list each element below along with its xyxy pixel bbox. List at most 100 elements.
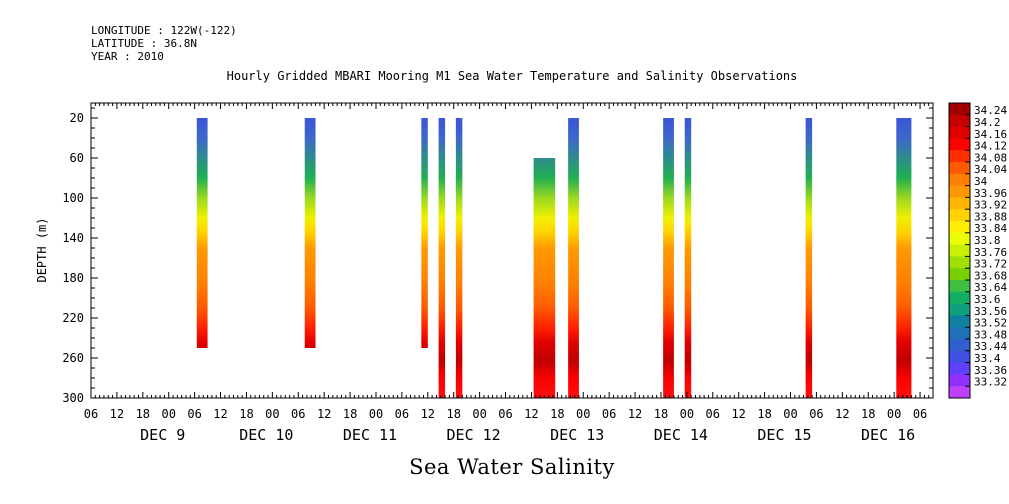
colorbar-swatch	[949, 327, 970, 340]
colorbar-swatch	[949, 103, 970, 116]
x-tick-label: 12	[835, 407, 849, 421]
profile-bar	[663, 118, 674, 398]
colorbar-swatch	[949, 339, 970, 352]
colorbar-label: 34.08	[974, 151, 1007, 164]
x-tick-label: 00	[265, 407, 279, 421]
x-tick-label: 12	[421, 407, 435, 421]
colorbar-swatch	[949, 280, 970, 293]
x-tick-label: 06	[602, 407, 616, 421]
colorbar-swatch	[949, 256, 970, 269]
day-label: DEC 11	[343, 426, 397, 444]
colorbar-swatch	[949, 244, 970, 257]
colorbar-swatch	[949, 291, 970, 305]
x-ticks: 06 12 18 00 06 12 18 00 06 12 18 00 06 12 18 00 06 12 18 00…	[84, 103, 934, 444]
colorbar-label: 33.44	[974, 340, 1007, 353]
colorbar-swatch	[949, 362, 970, 375]
y-tick-label: 100	[62, 191, 84, 205]
profile-bar	[684, 118, 692, 398]
colorbar-label: 33.76	[974, 246, 1007, 259]
colorbar-label: 33.84	[974, 222, 1007, 235]
colorbar-label: 33.88	[974, 210, 1007, 223]
x-tick-label: 12	[213, 407, 227, 421]
x-tick-label: 06	[84, 407, 98, 421]
colorbar-swatch	[949, 303, 970, 316]
plot-frame	[90, 102, 934, 399]
profile-bar	[896, 118, 912, 398]
colorbar-label: 33.68	[974, 269, 1007, 282]
x-tick-label: 12	[628, 407, 642, 421]
x-tick-label: 06	[498, 407, 512, 421]
colorbar-label: 33.92	[974, 199, 1007, 212]
profile-layer	[196, 118, 912, 398]
colorbar-swatch	[949, 268, 970, 281]
y-ticks: 20 60 100 140 180 220 260 300	[62, 107, 933, 405]
day-label: DEC 12	[447, 426, 501, 444]
colorbar-swatch	[949, 185, 970, 198]
colorbar-label: 33.64	[974, 281, 1007, 294]
x-tick-label: 00	[887, 407, 901, 421]
x-tick-label: 12	[317, 407, 331, 421]
y-tick-label: 180	[62, 271, 84, 285]
day-label: DEC 15	[757, 426, 811, 444]
x-tick-label: 06	[913, 407, 927, 421]
day-label: DEC 16	[861, 426, 915, 444]
x-tick-label: 00	[576, 407, 590, 421]
x-tick-label: 18	[136, 407, 150, 421]
colorbar-swatch	[949, 150, 970, 163]
x-tick-label: 18	[239, 407, 253, 421]
colorbar-swatch	[949, 374, 970, 387]
colorbar-swatch	[949, 209, 970, 222]
variable-label: Sea Water Salinity	[409, 455, 615, 479]
profile-bar	[196, 118, 208, 348]
y-tick-label: 220	[62, 311, 84, 325]
x-tick-label: 18	[861, 407, 875, 421]
x-tick-label: 06	[706, 407, 720, 421]
colorbar-label: 33.96	[974, 187, 1007, 200]
colorbar-label: 33.36	[974, 364, 1007, 377]
colorbar-swatch	[949, 221, 970, 234]
colorbar-swatch	[949, 162, 970, 175]
x-tick-label: 00	[161, 407, 175, 421]
profile-bar	[304, 118, 316, 348]
colorbar-swatch	[949, 386, 970, 399]
colorbar-label: 34.04	[974, 163, 1007, 176]
colorbar-label: 34.16	[974, 128, 1007, 141]
y-axis-label: DEPTH (m)	[35, 217, 49, 282]
colorbar-swatch	[949, 126, 970, 139]
x-tick-label: 00	[369, 407, 383, 421]
colorbar-label: 33.6	[974, 293, 1001, 306]
profile-bar	[438, 118, 446, 398]
year-label: YEAR : 2010	[91, 50, 164, 63]
colorbar: 34.2434.234.1634.1234.0834.043433.9633.9…	[948, 102, 1007, 399]
colorbar-swatch	[949, 197, 970, 210]
colorbar-swatch	[949, 315, 970, 328]
y-tick-label: 20	[70, 111, 84, 125]
longitude-label: LONGITUDE : 122W(-122)	[91, 24, 237, 37]
x-tick-label: 06	[395, 407, 409, 421]
x-tick-label: 12	[731, 407, 745, 421]
x-tick-label: 06	[809, 407, 823, 421]
profile-bar	[455, 118, 463, 398]
colorbar-label: 33.56	[974, 305, 1007, 318]
y-tick-label: 60	[70, 151, 84, 165]
x-tick-label: 12	[524, 407, 538, 421]
colorbar-label: 33.52	[974, 317, 1007, 330]
chart-title: Hourly Gridded MBARI Mooring M1 Sea Wate…	[226, 69, 798, 83]
day-label: DEC 9	[140, 426, 185, 444]
day-label: DEC 10	[239, 426, 293, 444]
day-label: DEC 13	[550, 426, 604, 444]
profile-bar	[805, 118, 813, 398]
y-tick-label: 140	[62, 231, 84, 245]
profile-bar	[421, 118, 428, 348]
x-tick-label: 00	[680, 407, 694, 421]
colorbar-label: 33.32	[974, 376, 1007, 389]
x-tick-label: 06	[291, 407, 305, 421]
x-tick-label: 18	[343, 407, 357, 421]
colorbar-swatch	[949, 232, 970, 246]
x-tick-label: 18	[446, 407, 460, 421]
y-tick-label: 260	[62, 351, 84, 365]
colorbar-label: 34	[974, 175, 988, 188]
colorbar-swatch	[949, 350, 970, 364]
colorbar-label: 33.48	[974, 328, 1007, 341]
